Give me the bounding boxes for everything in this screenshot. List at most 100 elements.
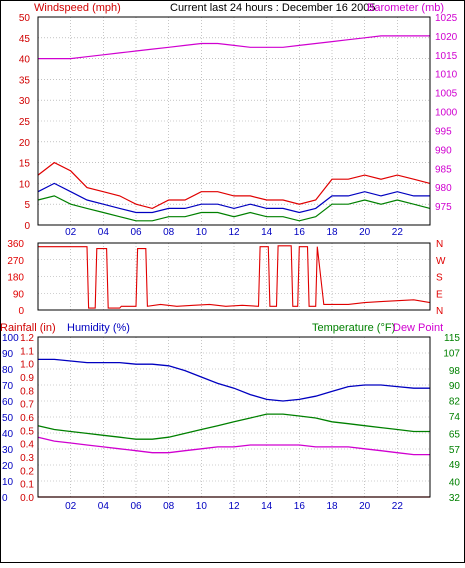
- wind-panel-x-tick: 20: [359, 227, 371, 238]
- wind-panel-frame: [37, 16, 431, 226]
- humidity-tick: 0: [2, 493, 8, 504]
- wind-panel-x-tick: 22: [392, 227, 404, 238]
- rainfall-tick: 0.4: [20, 440, 34, 451]
- windspeed-tick: 40: [19, 55, 31, 66]
- grid-layer: [38, 17, 430, 497]
- windspeed-low-line: [37, 195, 431, 222]
- humidity-tick: 30: [2, 445, 14, 456]
- rainfall-tick: 0.5: [20, 426, 34, 437]
- compass-tick: S: [436, 273, 443, 284]
- dewpoint-axis-label: Dew Point: [393, 322, 443, 334]
- barometer-tick: 1025: [435, 13, 458, 24]
- humidity-tick: 70: [2, 381, 14, 392]
- temperature-tick: 115: [444, 333, 460, 344]
- windspeed-axis-label: Windspeed (mph): [34, 2, 121, 14]
- rainfall-tick: 1.1: [20, 346, 34, 357]
- wind-panel-x-tick: 02: [65, 227, 77, 238]
- windspeed-gust-line: [37, 161, 431, 210]
- rainfall-tick: 0.9: [20, 373, 34, 384]
- windspeed-tick: 10: [19, 179, 31, 190]
- rainfall-axis-label: Rainfall (in): [0, 322, 56, 334]
- rainfall-tick: 0.3: [20, 453, 34, 464]
- rainfall-tick: 1.0: [20, 360, 34, 371]
- wind-panel-x-tick: 12: [228, 227, 240, 238]
- compass-tick: N: [436, 306, 443, 317]
- barometer-tick: 985: [435, 164, 452, 175]
- windspeed-tick: 35: [19, 75, 31, 86]
- temperature-tick: 90: [449, 381, 461, 392]
- barometer-tick: 1020: [435, 32, 458, 43]
- temperature-tick: 40: [449, 478, 461, 489]
- temperature-tick: 74: [449, 412, 461, 423]
- compass-tick: W: [436, 256, 446, 267]
- rainfall-tick: 1.2: [20, 333, 34, 344]
- humidity-tick: 60: [2, 397, 14, 408]
- humidity-tick: 50: [2, 413, 14, 424]
- compass-tick: N: [436, 239, 443, 250]
- wind-panel-x-tick: 10: [196, 227, 208, 238]
- panel-frames: [37, 16, 431, 498]
- climate-panel-x-tick: 18: [326, 501, 338, 512]
- tick-labels: 0510152025303540455097598098599099510001…: [2, 13, 460, 512]
- climate-panel-x-tick: 04: [98, 501, 110, 512]
- climate-panel-x-tick: 12: [228, 501, 240, 512]
- temperature-tick: 82: [449, 397, 461, 408]
- barometer-tick: 975: [435, 202, 452, 213]
- windspeed-tick: 25: [19, 117, 31, 128]
- chart-title: Current last 24 hours : December 16 2005: [170, 2, 375, 14]
- barometer-tick: 1000: [435, 108, 458, 119]
- humidity-axis-label: Humidity (%): [67, 322, 130, 334]
- rainfall-tick: 0.6: [20, 413, 34, 424]
- rainfall-tick: 0.8: [20, 386, 34, 397]
- direction-tick: 360: [7, 239, 24, 250]
- direction-tick: 0: [18, 306, 24, 317]
- temperature-tick: 98: [449, 366, 461, 377]
- wind-panel-x-tick: 08: [163, 227, 175, 238]
- wind-direction-line: [38, 245, 431, 309]
- climate-panel-x-tick: 10: [196, 501, 208, 512]
- humidity-tick: 10: [2, 477, 14, 488]
- wind-panel-x-tick: 04: [98, 227, 110, 238]
- climate-panel-x-tick: 14: [261, 501, 273, 512]
- windspeed-tick: 50: [19, 13, 31, 24]
- barometer-axis-label: Barometer (mb): [367, 2, 444, 14]
- temperature-line: [37, 413, 430, 440]
- temperature-axis-label: Temperature (°F): [312, 322, 395, 334]
- humidity-tick: 90: [2, 349, 14, 360]
- climate-panel-x-tick: 02: [65, 501, 77, 512]
- humidity-tick: 40: [2, 429, 14, 440]
- barometer-tick: 990: [435, 145, 452, 156]
- climate-panel-x-tick: 06: [130, 501, 142, 512]
- barometer-tick: 1015: [435, 51, 458, 62]
- windspeed-tick: 30: [19, 96, 31, 107]
- climate-panel-frame: [37, 336, 431, 498]
- temperature-tick: 107: [443, 348, 460, 359]
- windspeed-tick: 15: [19, 159, 31, 170]
- barometer-tick: 1005: [435, 89, 458, 100]
- rainfall-tick: 0.2: [20, 466, 34, 477]
- windspeed-tick: 20: [19, 138, 31, 149]
- humidity-tick: 80: [2, 365, 14, 376]
- barometer-tick: 1010: [435, 70, 458, 81]
- windspeed-average-line: [37, 182, 430, 214]
- temperature-tick: 57: [449, 445, 461, 456]
- direction-tick: 90: [13, 289, 25, 300]
- barometer-line: [38, 35, 430, 60]
- rainfall-tick: 0.7: [20, 400, 34, 411]
- dewpoint-line: [37, 436, 430, 456]
- rainfall-tick: 0.0: [20, 493, 34, 504]
- windspeed-tick: 5: [24, 200, 30, 211]
- direction-tick: 180: [7, 273, 24, 284]
- wind-panel-x-tick: 06: [130, 227, 142, 238]
- windspeed-tick: 45: [19, 34, 31, 45]
- temperature-tick: 65: [449, 429, 461, 440]
- climate-panel-x-tick: 20: [359, 501, 371, 512]
- direction-tick: 270: [7, 256, 24, 267]
- direction-panel-frame: [37, 242, 431, 311]
- wind-panel-x-tick: 16: [294, 227, 306, 238]
- barometer-tick: 995: [435, 126, 452, 137]
- wind-panel-x-tick: 18: [326, 227, 338, 238]
- humidity-tick: 100: [2, 333, 19, 344]
